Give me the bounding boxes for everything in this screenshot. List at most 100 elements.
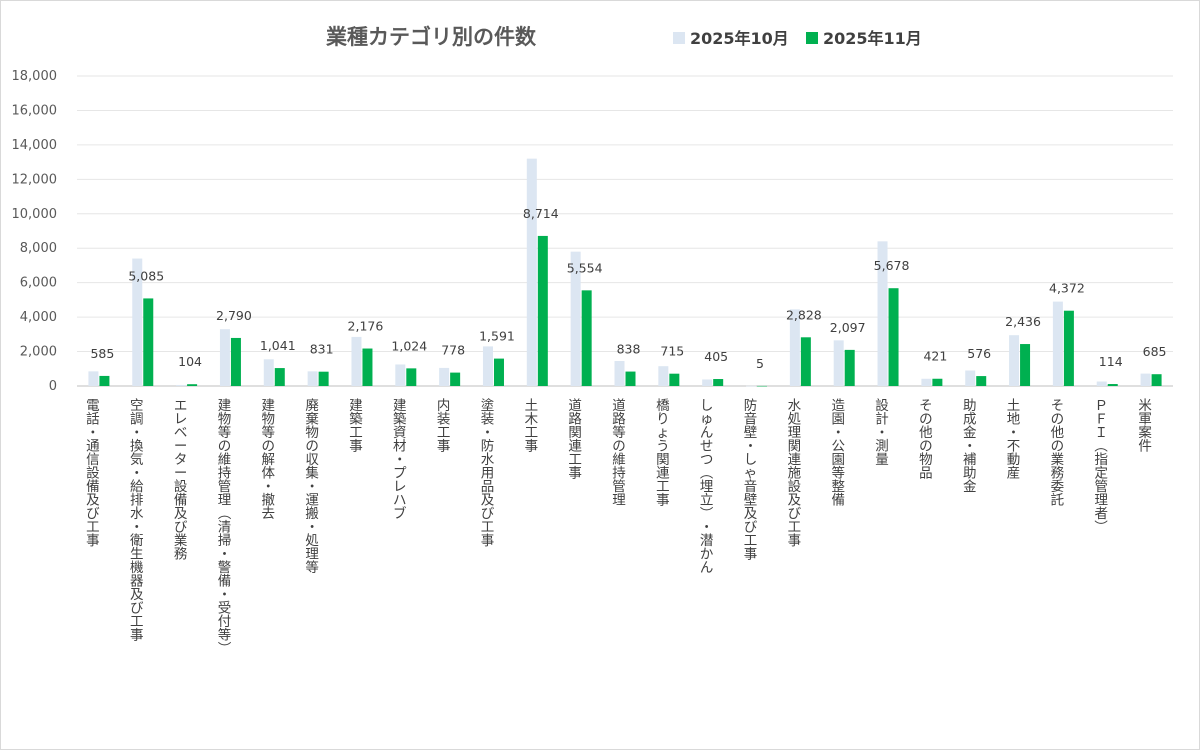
bar-2025-10 [570, 251, 581, 386]
category-label-char: 木 [525, 412, 539, 428]
data-label-2025-11: 8,714 [523, 206, 559, 221]
bar-2025-10 [1009, 335, 1020, 386]
category-label-char: 建 [349, 398, 363, 414]
category-label-char: 工 [349, 425, 363, 441]
category-label-char: び [86, 506, 100, 522]
bar-2025-10 [439, 367, 450, 386]
category-label-char: ん [700, 560, 714, 576]
category-label-char: 軍 [1138, 412, 1152, 428]
category-label-char: レ [393, 479, 407, 495]
y-tick-label: 18,000 [12, 69, 58, 84]
category-label-char: 立 [700, 493, 714, 509]
category-label-char: 工 [525, 425, 539, 441]
category-label-char: ・ [130, 466, 144, 482]
category-label-char: 及 [481, 493, 495, 509]
category-label-char: 撤 [262, 493, 276, 509]
category-label-char: 成 [963, 412, 977, 428]
category-label-char: 橋 [656, 398, 670, 414]
y-tick-label: 2,000 [20, 345, 57, 360]
category-label-char: 埋 [700, 479, 714, 495]
bar-2025-11 [318, 371, 329, 386]
category-label-char: 警 [218, 560, 232, 576]
category-label-char: ・ [831, 425, 845, 441]
category-label-char: ・ [262, 479, 276, 495]
category-label-char: 管 [612, 479, 626, 495]
category-label-char: 務 [174, 547, 188, 563]
category-label-char: 搬 [305, 506, 319, 522]
category-label-char: 品 [481, 479, 495, 495]
data-label-2025-11: 104 [178, 354, 202, 369]
y-tick-label: 4,000 [20, 310, 57, 325]
category-label-char: の [305, 439, 319, 455]
bar-2025-11 [844, 349, 855, 386]
category-label-char: 路 [612, 412, 626, 428]
data-label-2025-11: 114 [1099, 354, 1123, 369]
bar-2025-10 [88, 371, 99, 386]
category-label-char: 道 [568, 398, 582, 414]
category-label-char: び [174, 520, 188, 536]
category-label-char: 土 [1007, 398, 1021, 414]
category-label-char: 業 [1051, 452, 1065, 468]
category-label-char: 器 [130, 574, 144, 590]
category-label-char: 助 [963, 398, 977, 414]
category-label-char: 地 [1007, 412, 1021, 428]
bar-2025-11 [1020, 344, 1031, 386]
data-labels: 585 5,085 104 2,790 1,041 831 2,176 1,024 778 1,5… [90, 206, 1166, 371]
category-label-char: 及 [174, 506, 188, 522]
category-label-char: ） [1092, 520, 1108, 534]
category-label-char: 等 [218, 424, 232, 441]
category-label-char: か [700, 547, 714, 563]
category-label-char: 維 [218, 452, 232, 468]
category-label-char: 持 [612, 466, 626, 482]
category-label-char: 付 [218, 614, 232, 630]
category-label-char: 話 [86, 411, 100, 428]
category-label-char: 換 [130, 439, 144, 455]
bar-2025-11 [362, 348, 373, 386]
category-label-char: 廃 [305, 397, 319, 414]
category-label-char: 物 [919, 452, 933, 468]
category-label-char: 調 [130, 412, 144, 428]
category-label-char: ・ [700, 520, 714, 536]
y-axis-ticks: 0 2,000 4,000 6,000 8,000 10,000 12,000 14,000 1… [12, 69, 58, 394]
category-label-char: 装 [437, 412, 451, 428]
category-label-char: 工 [568, 452, 582, 468]
category-label-char: 事 [437, 439, 451, 455]
bar-2025-10 [877, 241, 888, 386]
category-label-char: 物 [305, 425, 319, 441]
category-label-char: 理 [612, 493, 626, 509]
y-tick-label: 14,000 [12, 138, 58, 153]
category-label-char: 事 [525, 439, 539, 455]
data-label-2025-11: 1,041 [260, 338, 296, 353]
category-label-char: ・ [130, 425, 144, 441]
data-label-2025-11: 831 [310, 342, 334, 357]
category-label-char: 生 [130, 547, 144, 563]
bar-2025-11 [99, 375, 110, 386]
category-label-char: 壁 [744, 493, 758, 509]
data-label-2025-11: 1,024 [391, 338, 427, 353]
category-label-char: 理 [305, 547, 319, 563]
bar-2025-11 [230, 337, 241, 386]
category-label-char: 給 [130, 479, 144, 495]
category-label-char: 設 [174, 479, 188, 495]
category-label-char: 信 [86, 452, 100, 468]
category-label-char: 壁 [744, 425, 758, 441]
category-label-char: び [744, 520, 758, 536]
category-label-char: 事 [86, 533, 100, 549]
data-label-2025-11: 421 [923, 349, 947, 364]
category-label-char: 関 [656, 452, 670, 468]
category-label-char: 件 [1138, 439, 1152, 455]
category-label-char: 通 [86, 439, 100, 455]
category-label-char: ゅ [700, 412, 714, 428]
category-label-char: 補 [963, 452, 977, 468]
category-label-char: 管 [218, 479, 232, 495]
category-label-char: ・ [130, 520, 144, 536]
y-tick-label: 16,000 [12, 103, 58, 118]
category-label-char: 整 [831, 479, 845, 495]
